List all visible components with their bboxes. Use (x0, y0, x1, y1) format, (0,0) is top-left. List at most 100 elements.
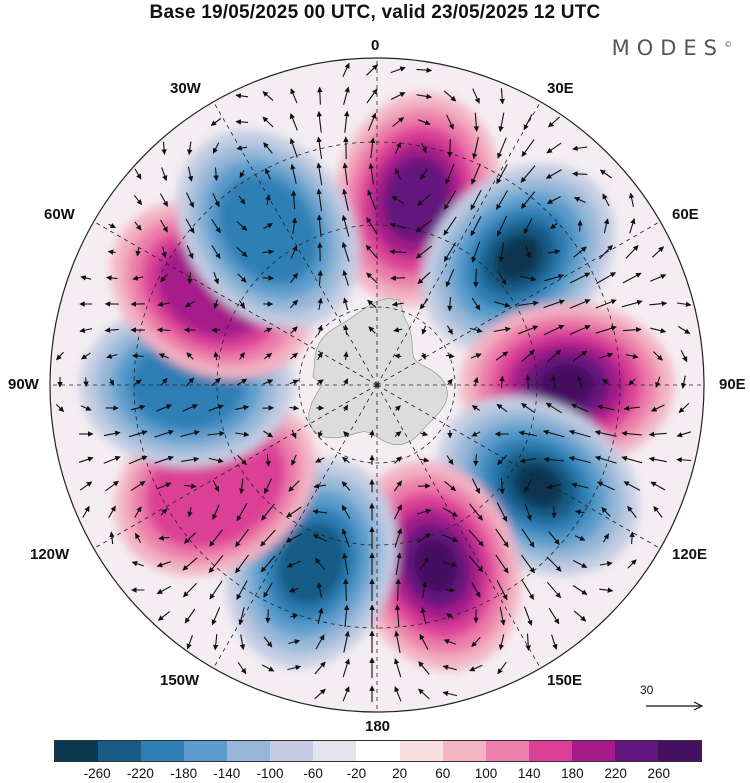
wind-vector (341, 214, 350, 237)
wind-vector (627, 559, 637, 569)
wind-vector (547, 116, 560, 128)
wind-vector (394, 141, 402, 154)
wind-vector (493, 326, 511, 333)
wind-vector (160, 508, 168, 516)
wind-vector (678, 402, 690, 414)
wind-vector (394, 167, 402, 180)
wind-vector (602, 378, 610, 386)
wind-vector (471, 297, 481, 311)
wind-vector (418, 661, 430, 675)
wind-vector (650, 481, 666, 491)
wind-vector (497, 661, 507, 675)
wind-vector (184, 532, 196, 544)
wind-vector (623, 481, 641, 491)
wind-vector (238, 607, 245, 626)
wind-vector (262, 249, 275, 255)
wind-vector (212, 192, 220, 208)
wind-vector (394, 353, 402, 359)
wind-vector (648, 431, 667, 438)
wind-vector (546, 483, 562, 490)
wind-vector (187, 141, 193, 156)
colorbar-tick-label: -20 (346, 766, 367, 781)
wind-vector (447, 378, 453, 386)
wind-vector (103, 430, 121, 437)
anomaly-contour (414, 539, 457, 592)
wind-vector (289, 405, 299, 411)
wind-vector (680, 350, 688, 363)
wind-vector (518, 430, 537, 437)
wind-vector (653, 351, 663, 361)
wind-vector (546, 142, 562, 154)
wind-vector (343, 604, 350, 628)
wind-vector (394, 658, 402, 678)
wind-vector (420, 168, 428, 180)
wind-vector (447, 297, 453, 312)
wind-vector (317, 86, 323, 105)
lon-label-60e: 60E (672, 206, 699, 223)
wind-vector (496, 215, 508, 237)
wind-vector (212, 142, 220, 154)
wind-vector (442, 507, 458, 517)
wind-vector (497, 271, 507, 286)
wind-vector (418, 688, 430, 700)
wind-vector (289, 113, 298, 131)
colorbar-swatch (442, 741, 486, 761)
wind-vector (208, 457, 224, 464)
wind-vector (445, 163, 455, 185)
colorbar-swatch (313, 741, 357, 761)
colorbar-tick-label: -260 (83, 766, 111, 781)
wind-vector (317, 324, 323, 335)
meridian-line (93, 221, 378, 386)
wind-vector (211, 218, 221, 234)
wind-vector (107, 249, 116, 255)
wind-vector (213, 167, 219, 182)
wind-vector (577, 375, 583, 388)
wind-vector (366, 88, 378, 104)
lon-label-30e: 30E (547, 80, 574, 97)
wind-vector (208, 555, 224, 574)
wind-vector (103, 455, 121, 464)
wind-vector (369, 429, 375, 438)
wind-vector (158, 353, 169, 359)
wind-vector (498, 242, 505, 263)
wind-vector (621, 430, 643, 437)
wind-vector (649, 274, 667, 282)
wind-vector (573, 610, 587, 622)
wind-vector (154, 429, 175, 438)
wind-vector (520, 191, 536, 209)
wind-vector (416, 67, 433, 73)
wind-vector (316, 110, 323, 133)
wind-vector (343, 351, 349, 361)
wind-vector (545, 402, 562, 414)
wind-vector (473, 454, 479, 467)
wind-vector (210, 118, 222, 126)
colorbar-swatch (485, 741, 529, 761)
wind-vector (496, 502, 508, 522)
wind-vector (342, 552, 349, 575)
wind-vector (445, 353, 455, 359)
wind-vector (470, 353, 482, 359)
wind-vector (599, 244, 613, 260)
wind-vector (312, 534, 327, 542)
wind-vector (81, 352, 91, 360)
wind-vector (342, 686, 350, 702)
wind-vector (421, 143, 427, 154)
wind-vector (550, 374, 557, 389)
wind-vector (546, 581, 562, 599)
wind-vector (314, 557, 326, 571)
wind-vector (573, 196, 586, 204)
wind-vector (209, 529, 223, 547)
wind-vector (498, 634, 505, 651)
wind-vector (469, 327, 483, 334)
wind-vector (236, 502, 248, 522)
wind-vector (265, 167, 271, 180)
wind-vector (547, 249, 561, 255)
wind-vector (109, 531, 115, 545)
wind-vector (601, 507, 611, 517)
wind-vector (545, 169, 562, 179)
wind-vector (104, 327, 119, 333)
wind-vector (290, 613, 299, 619)
wind-vector (548, 531, 560, 545)
wind-vector (180, 430, 200, 438)
wind-vector (597, 481, 615, 491)
